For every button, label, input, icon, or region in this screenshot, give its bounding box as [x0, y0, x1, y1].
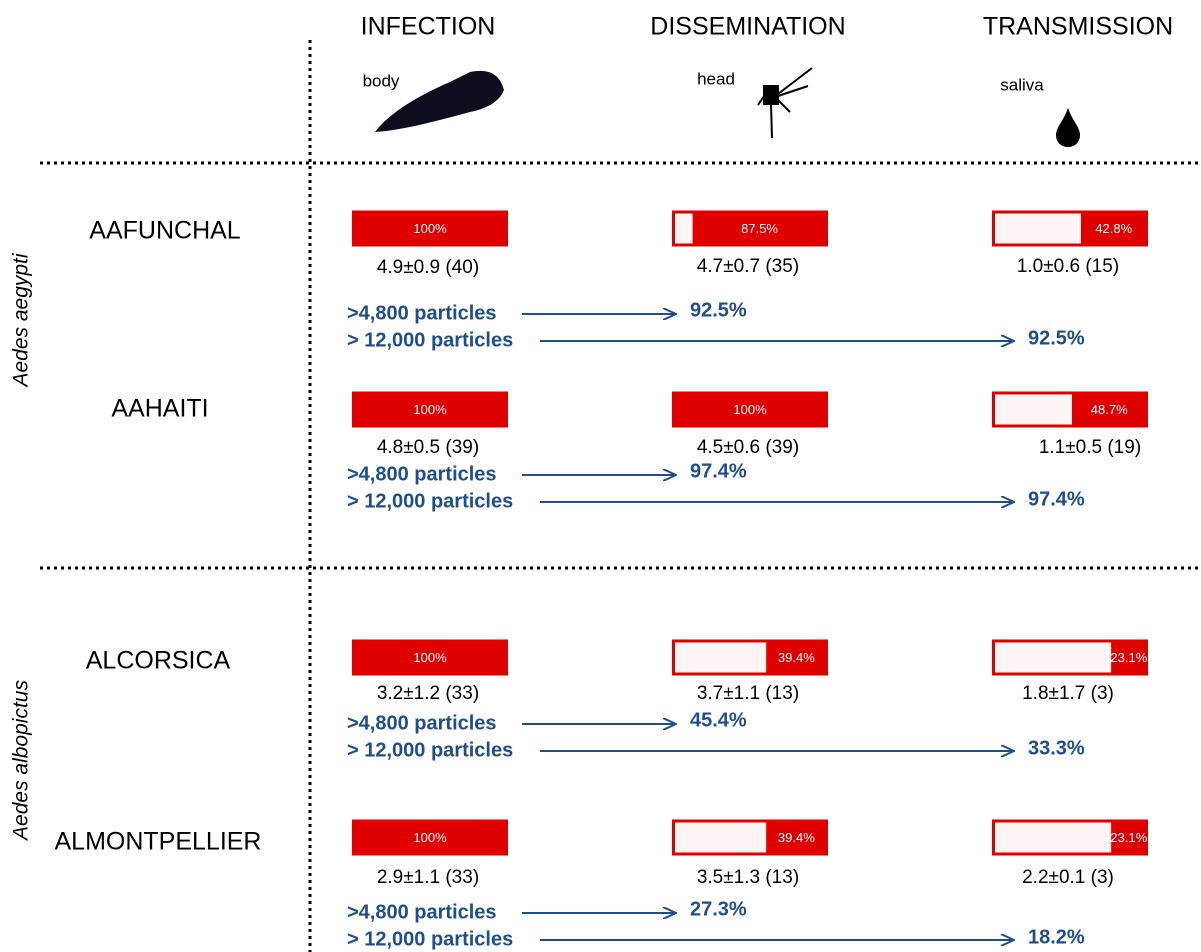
arrow-result: 97.4%	[690, 460, 747, 482]
strain-name: ALMONTPELLIER	[54, 828, 261, 856]
strain-name: AAHAITI	[111, 395, 208, 423]
arrow-result: 92.5%	[1028, 327, 1085, 349]
bar-fill	[353, 641, 507, 674]
bar-label: 23.1%	[1110, 650, 1147, 665]
strain-name: ALCORSICA	[86, 647, 231, 675]
bar-fill	[673, 393, 827, 426]
column-header: INFECTION	[361, 13, 496, 41]
tissue-label: head	[697, 69, 735, 88]
arrow-label: > 12,000 particles	[347, 739, 513, 761]
bar-label: 87.5%	[741, 221, 778, 236]
stat: 1.8±1.7 (3)	[1022, 683, 1114, 704]
stat: 4.9±0.9 (40)	[377, 257, 479, 278]
arrow-result: 97.4%	[1028, 488, 1085, 510]
stat: 3.5±1.3 (13)	[697, 867, 799, 888]
bar-fill	[1111, 821, 1147, 854]
species-label: Aedes aegypti	[10, 252, 33, 388]
arrow-result: 18.2%	[1028, 926, 1085, 948]
bar-label: 100%	[413, 221, 447, 236]
arrow-label: >4,800 particles	[347, 712, 497, 734]
bar-label: 100%	[413, 650, 447, 665]
arrow-label: >4,800 particles	[347, 901, 497, 923]
tissue-label: body	[363, 71, 400, 90]
bar-label: 42.8%	[1095, 221, 1132, 236]
bar-fill	[353, 821, 507, 854]
bar-fill	[1111, 641, 1147, 674]
body-icon	[375, 70, 504, 132]
arrow-result: 33.3%	[1028, 737, 1085, 759]
arrow-result: 27.3%	[690, 898, 747, 920]
strain-name: AAFUNCHAL	[89, 217, 241, 245]
stat: 1.0±0.6 (15)	[1017, 256, 1119, 277]
bar-label: 39.4%	[778, 650, 815, 665]
stat: 3.7±1.1 (13)	[697, 683, 799, 704]
column-header: DISSEMINATION	[650, 13, 845, 41]
bar-label: 39.4%	[778, 830, 815, 845]
stat: 2.9±1.1 (33)	[377, 867, 479, 888]
arrow-result: 45.4%	[690, 709, 747, 731]
bar-fill	[766, 641, 827, 674]
stat: 3.2±1.2 (33)	[377, 683, 479, 704]
arrow-label: >4,800 particles	[347, 302, 497, 324]
column-header: TRANSMISSION	[983, 13, 1173, 41]
head-icon	[757, 67, 813, 139]
bar-fill	[353, 212, 507, 245]
stat: 4.7±0.7 (35)	[697, 256, 799, 277]
saliva-icon	[1056, 108, 1080, 147]
bar-fill	[692, 212, 827, 245]
arrow-label: > 12,000 particles	[347, 928, 513, 950]
species-label: Aedes albopictus	[10, 680, 33, 842]
arrow-label: > 12,000 particles	[347, 329, 513, 351]
bar-fill	[766, 821, 827, 854]
stat: 4.5±0.6 (39)	[697, 437, 799, 458]
bar-fill	[1071, 393, 1147, 426]
arrow-result: 92.5%	[690, 299, 747, 321]
stat: 1.1±0.5 (19)	[1039, 437, 1141, 458]
bar-label: 100%	[413, 830, 447, 845]
stat: 4.8±0.5 (39)	[377, 437, 479, 458]
arrow-label: >4,800 particles	[347, 463, 497, 485]
bar-label: 100%	[413, 402, 447, 417]
bar-label: 100%	[733, 402, 767, 417]
arrow-label: > 12,000 particles	[347, 490, 513, 512]
bar-label: 48.7%	[1091, 402, 1128, 417]
bar-fill	[1081, 212, 1147, 245]
tissue-label: saliva	[1000, 75, 1044, 94]
bar-fill	[353, 393, 507, 426]
stat: 2.2±0.1 (3)	[1022, 867, 1114, 888]
bar-label: 23.1%	[1110, 830, 1147, 845]
